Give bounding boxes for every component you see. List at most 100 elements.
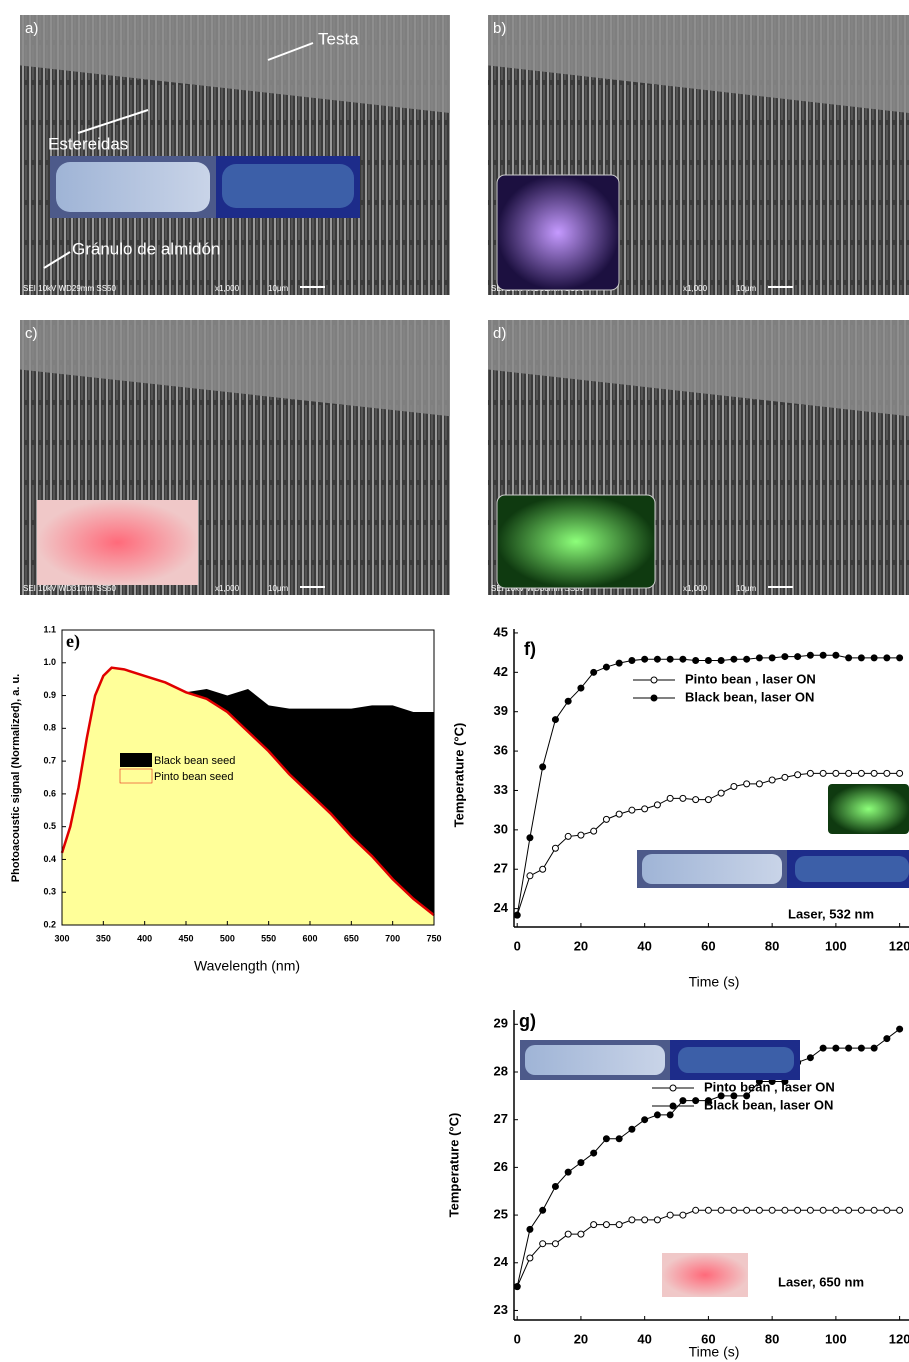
x-tick-label: 700 bbox=[385, 933, 400, 943]
x-tick-label: 80 bbox=[765, 938, 779, 953]
y-tick-label: 45 bbox=[494, 624, 508, 639]
marker bbox=[807, 652, 813, 658]
marker bbox=[540, 1207, 546, 1213]
x-tick-label: 20 bbox=[574, 938, 588, 953]
marker bbox=[616, 1222, 622, 1228]
marker bbox=[820, 1207, 826, 1213]
marker bbox=[833, 1207, 839, 1213]
x-tick-label: 300 bbox=[54, 933, 69, 943]
marker bbox=[858, 1045, 864, 1051]
marker bbox=[795, 772, 801, 778]
y-tick-label: 1.1 bbox=[43, 624, 56, 634]
marker bbox=[858, 770, 864, 776]
marker bbox=[705, 1207, 711, 1213]
marker bbox=[565, 1169, 571, 1175]
marker bbox=[884, 770, 890, 776]
x-tick-label: 550 bbox=[261, 933, 276, 943]
x-tick-label: 40 bbox=[637, 938, 651, 953]
legend-label: Pinto bean , laser ON bbox=[704, 1079, 835, 1094]
marker bbox=[527, 835, 533, 841]
inset-green bbox=[497, 495, 655, 588]
marker bbox=[603, 1136, 609, 1142]
marker bbox=[527, 873, 533, 879]
marker bbox=[744, 781, 750, 787]
sem-footer: SEI 10kV WD31mm SS50 bbox=[23, 584, 116, 593]
x-tick-label: 120 bbox=[889, 938, 909, 953]
marker bbox=[680, 656, 686, 662]
y-tick-label: 0.5 bbox=[43, 821, 56, 831]
marker bbox=[629, 1217, 635, 1223]
x-tick-label: 750 bbox=[426, 933, 441, 943]
sem-magnification: x1,000 bbox=[215, 284, 240, 293]
x-tick-label: 600 bbox=[302, 933, 317, 943]
marker bbox=[795, 654, 801, 660]
inset-black bbox=[795, 856, 909, 882]
chart-insets bbox=[520, 784, 909, 1297]
marker bbox=[782, 1207, 788, 1213]
y-tick-label: 27 bbox=[494, 1111, 508, 1126]
marker bbox=[718, 790, 724, 796]
marker bbox=[680, 795, 686, 801]
x-tick-label: 40 bbox=[637, 1331, 651, 1346]
legend-swatch bbox=[120, 753, 152, 767]
marker bbox=[769, 1207, 775, 1213]
inset-black bbox=[222, 164, 354, 208]
marker bbox=[654, 656, 660, 662]
y-tick-label: 0.7 bbox=[43, 755, 56, 765]
x-axis-label: Wavelength (nm) bbox=[194, 958, 300, 974]
marker bbox=[654, 1217, 660, 1223]
marker bbox=[680, 1212, 686, 1218]
x-tick-label: 400 bbox=[137, 933, 152, 943]
page: a)SEI 10kV WD29mm SS50x1,00010μmTestaEst… bbox=[0, 0, 909, 1362]
y-axis-label: Photoacoustic signal (Normalized), a. u. bbox=[10, 674, 22, 882]
inset-black bbox=[678, 1047, 794, 1073]
marker bbox=[718, 658, 724, 664]
panel-label: b) bbox=[493, 20, 506, 37]
marker bbox=[693, 1207, 699, 1213]
marker bbox=[680, 1098, 686, 1104]
marker bbox=[616, 660, 622, 666]
marker bbox=[884, 1036, 890, 1042]
chart-title: e) bbox=[66, 631, 80, 652]
marker bbox=[578, 1160, 584, 1166]
x-tick-label: 100 bbox=[825, 1331, 847, 1346]
marker bbox=[642, 1217, 648, 1223]
marker bbox=[514, 912, 520, 918]
marker bbox=[731, 656, 737, 662]
panel-label: c) bbox=[25, 325, 38, 342]
x-tick-label: 20 bbox=[574, 1331, 588, 1346]
inset-violet bbox=[497, 175, 619, 290]
chart-title: g) bbox=[519, 1011, 536, 1031]
marker bbox=[782, 654, 788, 660]
legend-label: Black bean, laser ON bbox=[704, 1097, 833, 1112]
annotation: Gránulo de almidón bbox=[72, 239, 220, 258]
marker bbox=[591, 828, 597, 834]
legend-marker bbox=[651, 677, 657, 683]
marker bbox=[731, 784, 737, 790]
legend-label: Black bean, laser ON bbox=[685, 689, 814, 704]
y-tick-label: 0.9 bbox=[43, 690, 56, 700]
marker bbox=[540, 1241, 546, 1247]
sem-scale: 10μm bbox=[736, 284, 757, 293]
marker bbox=[654, 802, 660, 808]
y-tick-label: 29 bbox=[494, 1016, 508, 1031]
y-tick-label: 27 bbox=[494, 861, 508, 876]
x-tick-label: 500 bbox=[220, 933, 235, 943]
marker bbox=[833, 652, 839, 658]
marker bbox=[693, 1098, 699, 1104]
marker bbox=[565, 1231, 571, 1237]
inset-red bbox=[662, 1253, 748, 1297]
x-tick-label: 0 bbox=[514, 938, 521, 953]
inset-green bbox=[828, 784, 909, 834]
marker bbox=[527, 1255, 533, 1261]
marker bbox=[603, 816, 609, 822]
sem-scale: 10μm bbox=[736, 584, 757, 593]
marker bbox=[629, 658, 635, 664]
y-tick-label: 28 bbox=[494, 1063, 508, 1078]
marker bbox=[884, 655, 890, 661]
marker bbox=[833, 770, 839, 776]
marker bbox=[667, 795, 673, 801]
marker bbox=[820, 770, 826, 776]
x-tick-label: 100 bbox=[825, 938, 847, 953]
